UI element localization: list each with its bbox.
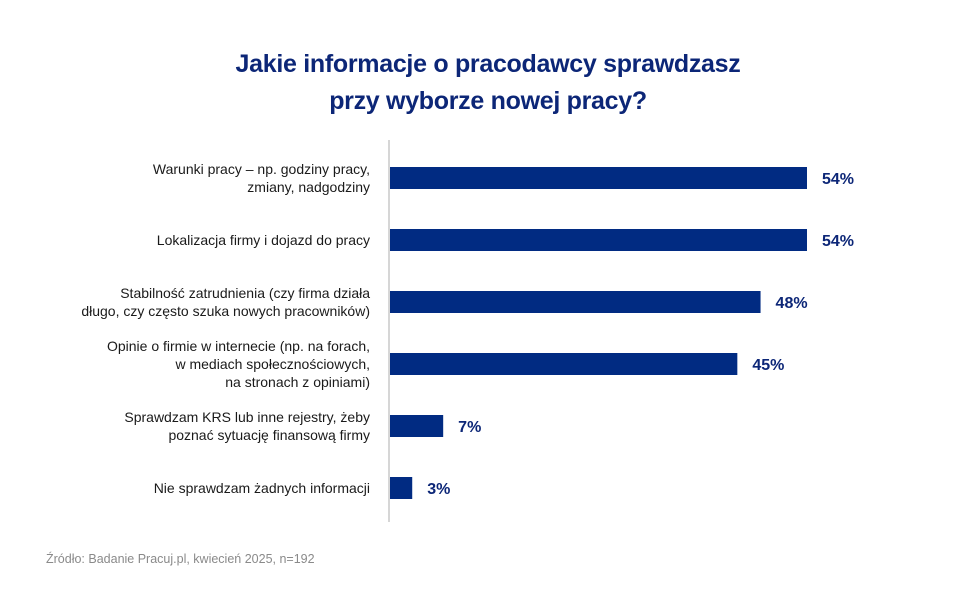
data-label: 54% [822, 171, 854, 188]
chart-title-line: przy wyborze nowej pracy? [329, 87, 647, 115]
category-label-line: Nie sprawdzam żadnych informacji [153, 480, 370, 496]
category-label-line: w mediach społecznościowych, [175, 356, 370, 372]
category-label: Lokalizacja firmy i dojazd do pracy [157, 231, 370, 249]
category-label-line: Stabilność zatrudnienia (czy firma dział… [120, 285, 370, 301]
category-label: Stabilność zatrudnienia (czy firma dział… [81, 284, 370, 320]
chart-title: Jakie informacje o pracodawcy sprawdzasz… [0, 46, 960, 120]
category-label-line: Warunki pracy – np. godziny pracy, [152, 161, 370, 177]
bar [390, 229, 807, 251]
chart-title-line: Jakie informacje o pracodawcy sprawdzasz [235, 50, 741, 78]
category-label-line: na stronach z opiniami) [225, 374, 370, 390]
category-label-line: poznać sytuację finansową firmy [168, 427, 370, 443]
bar [390, 167, 807, 189]
data-label: 54% [822, 233, 854, 250]
category-label: Nie sprawdzam żadnych informacji [154, 479, 370, 497]
data-label: 45% [752, 357, 784, 374]
data-label: 3% [427, 481, 450, 498]
category-label: Sprawdzam KRS lub inne rejestry, żeby poz… [124, 408, 370, 444]
category-label: Opinie o firmie w internecie (np. na for… [107, 337, 370, 391]
category-label-line: Lokalizacja firmy i dojazd do pracy [156, 232, 370, 248]
bar [390, 291, 761, 313]
bar [390, 477, 413, 499]
category-label-line: długo, czy często szuka nowych pracownik… [81, 303, 370, 319]
category-label-line: Opinie o firmie w internecie (np. na for… [106, 338, 370, 354]
bar [390, 415, 444, 437]
category-label: Warunki pracy – np. godziny pracy, zmiany… [153, 160, 370, 196]
data-label: 48% [776, 295, 808, 312]
category-label-line: zmiany, nadgodziny [247, 179, 370, 195]
category-label-line: Sprawdzam KRS lub inne rejestry, żeby [124, 409, 370, 425]
data-label: 7% [458, 419, 481, 436]
source-note: Źródło: Badanie Pracuj.pl, kwiecień 2025… [46, 552, 315, 566]
bar [390, 353, 738, 375]
